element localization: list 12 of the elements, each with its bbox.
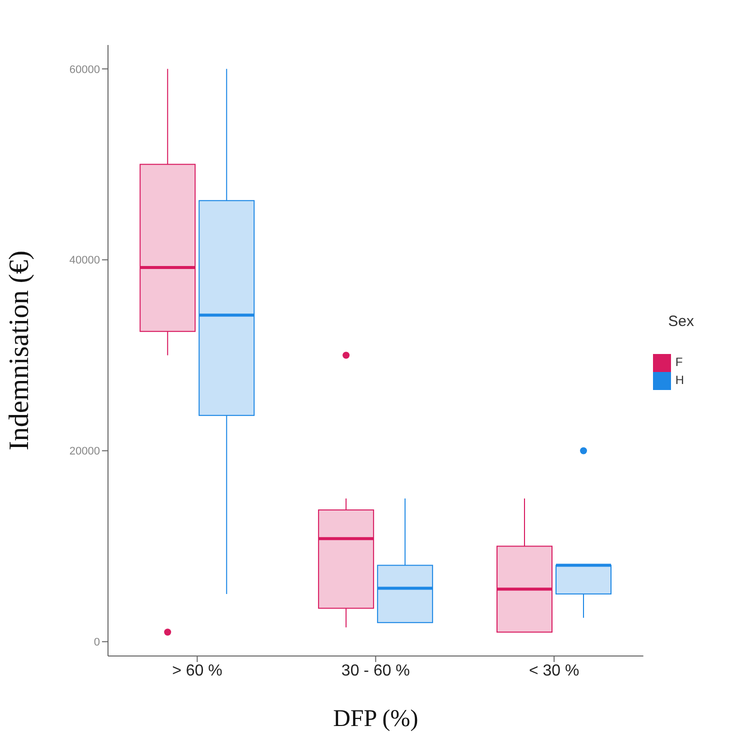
x-tick-label: < 30 % (528, 662, 580, 680)
y-tick-label: 0 (94, 636, 100, 649)
x-tick-label: 30 - 60 % (341, 662, 410, 680)
y-tick-label: 40000 (69, 254, 100, 267)
x-tick-label: > 60 % (172, 662, 222, 680)
y-axis-title: Indemnisation (€) (4, 250, 35, 450)
x-axis-title: DFP (%) (333, 706, 418, 732)
y-tick-label: 60000 (69, 64, 100, 76)
legend-label: F (675, 355, 683, 370)
legend-label: H (675, 373, 684, 388)
y-tick-label: 20000 (69, 446, 100, 458)
legend-title: Sex (668, 313, 694, 330)
